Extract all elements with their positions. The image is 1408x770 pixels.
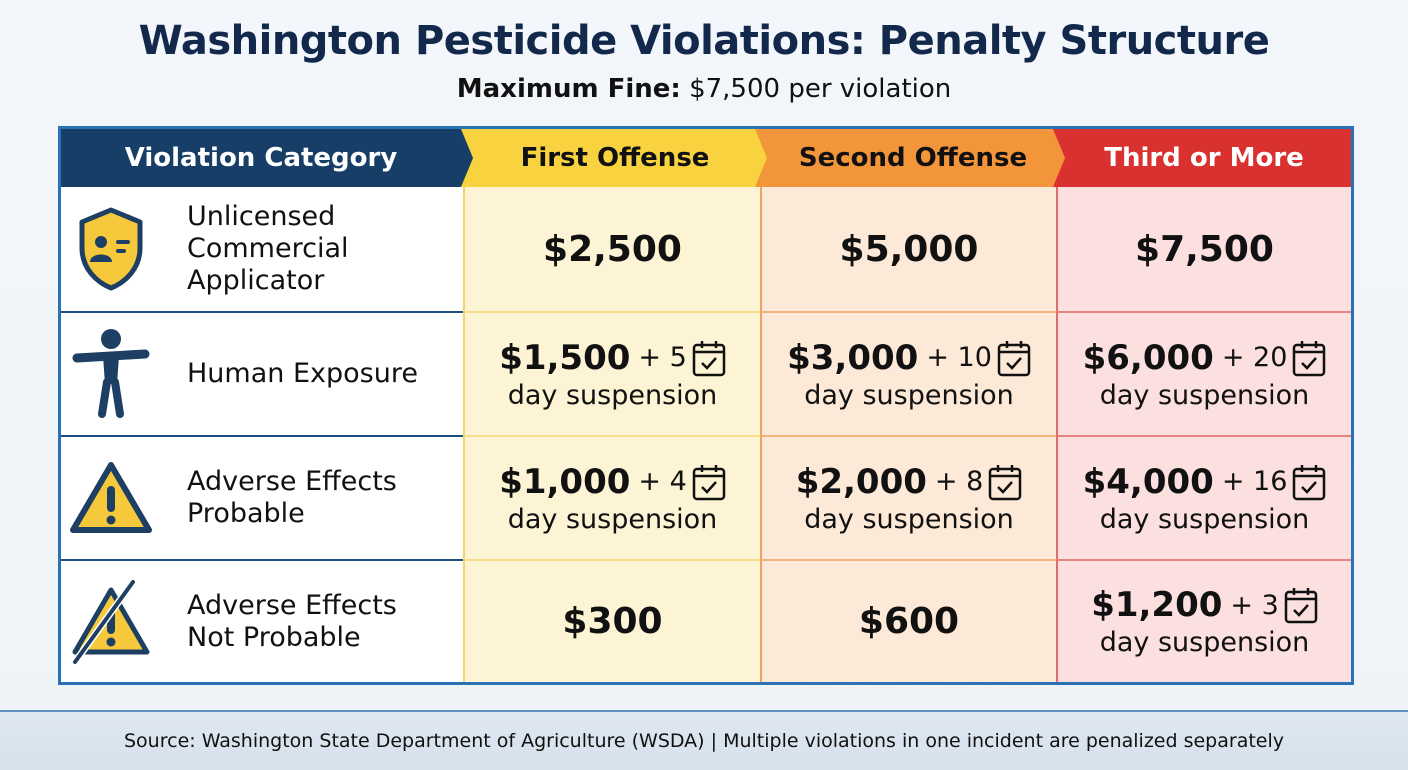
max-fine-label: Maximum Fine: [456, 74, 681, 104]
suspension-days: + 3 [1230, 589, 1279, 621]
column-header-third-or-more: Third or More [1047, 129, 1351, 187]
first-offense-cell: $2,500 [463, 187, 760, 311]
suspension-label: day suspension [507, 503, 718, 535]
third-offense-cell: $6,000 + 20 day suspension [1056, 311, 1351, 435]
category-cell: Human Exposure [61, 311, 463, 435]
third-offense-cell: $1,200 + 3 day suspension [1056, 559, 1351, 682]
calendar-check-icon [988, 463, 1022, 501]
calendar-check-icon [692, 463, 726, 501]
category-label: Adverse Effects Not Probable [187, 589, 397, 653]
suspension-label: day suspension [1099, 379, 1310, 411]
calendar-check-icon [997, 339, 1031, 377]
suspension-days: + 10 [926, 342, 992, 373]
shield-id-icon [61, 206, 161, 292]
third-offense-cell: $4,000 + 16 day suspension [1056, 435, 1351, 559]
calendar-check-icon [1284, 586, 1318, 624]
warning-icon [61, 460, 161, 536]
calendar-check-icon [1292, 339, 1326, 377]
column-header-second-offense: Second Offense [749, 129, 1065, 187]
suspension-days: + 5 [638, 342, 687, 373]
fine-amount: $4,000 [1082, 461, 1214, 502]
fine-amount: $300 [562, 601, 663, 642]
suspension-label: day suspension [1099, 503, 1310, 535]
fine-amount: $3,000 [787, 337, 919, 378]
fine-amount: $1,200 [1091, 585, 1223, 625]
second-offense-cell: $2,000 + 8 day suspension [760, 435, 1056, 559]
warning-crossed-icon [61, 579, 161, 664]
first-offense-cell: $1,500 + 5 day suspension [463, 311, 760, 435]
fine-amount: $2,500 [543, 228, 682, 270]
second-offense-cell: $3,000 + 10 day suspension [760, 311, 1056, 435]
suspension-label: day suspension [804, 379, 1014, 411]
fine-amount: $7,500 [1135, 228, 1274, 270]
category-label: Human Exposure [187, 358, 418, 389]
category-label: Adverse Effects Probable [187, 466, 397, 529]
suspension-days: + 4 [638, 466, 687, 497]
table-row: Adverse Effects Probable $1,000 + 4 day … [61, 435, 1351, 559]
suspension-days: + 20 [1221, 342, 1288, 373]
first-offense-cell: $300 [463, 559, 760, 682]
suspension-label: day suspension [804, 503, 1014, 535]
column-header-category: Violation Category [61, 129, 473, 187]
source-footer: Source: Washington State Department of A… [0, 710, 1408, 770]
category-cell: Adverse Effects Not Probable [61, 559, 463, 682]
person-icon [61, 328, 161, 420]
fine-amount: $600 [858, 601, 960, 642]
suspension-days: + 8 [934, 466, 984, 497]
category-label: Unlicensed Commercial Applicator [187, 201, 349, 296]
first-offense-cell: $1,000 + 4 day suspension [463, 435, 760, 559]
penalty-table: Violation Category First Offense Second … [58, 126, 1354, 685]
suspension-label: day suspension [1099, 627, 1310, 658]
max-fine-value: $7,500 per violation [689, 74, 952, 104]
category-cell: Unlicensed Commercial Applicator [61, 187, 463, 311]
fine-amount: $1,000 [499, 461, 631, 502]
calendar-check-icon [692, 339, 726, 377]
calendar-check-icon [1292, 463, 1326, 501]
fine-amount: $5,000 [839, 228, 979, 270]
column-header-first-offense: First Offense [451, 129, 767, 187]
fine-amount: $1,500 [499, 337, 631, 378]
category-cell: Adverse Effects Probable [61, 435, 463, 559]
page-subtitle: Maximum Fine: $7,500 per violation [0, 74, 1408, 104]
second-offense-cell: $600 [760, 559, 1056, 682]
third-offense-cell: $7,500 [1056, 187, 1351, 311]
page-title: Washington Pesticide Violations: Penalty… [138, 18, 1270, 64]
table-row: Adverse Effects Not Probable $300 $600 $… [61, 559, 1351, 682]
second-offense-cell: $5,000 [760, 187, 1056, 311]
fine-amount: $2,000 [795, 461, 927, 502]
table-row: Unlicensed Commercial Applicator $2,500 … [61, 187, 1351, 311]
suspension-days: + 16 [1221, 466, 1288, 497]
table-row: Human Exposure $1,500 + 5 day suspension… [61, 311, 1351, 435]
fine-amount: $6,000 [1082, 337, 1214, 378]
suspension-label: day suspension [507, 379, 718, 411]
